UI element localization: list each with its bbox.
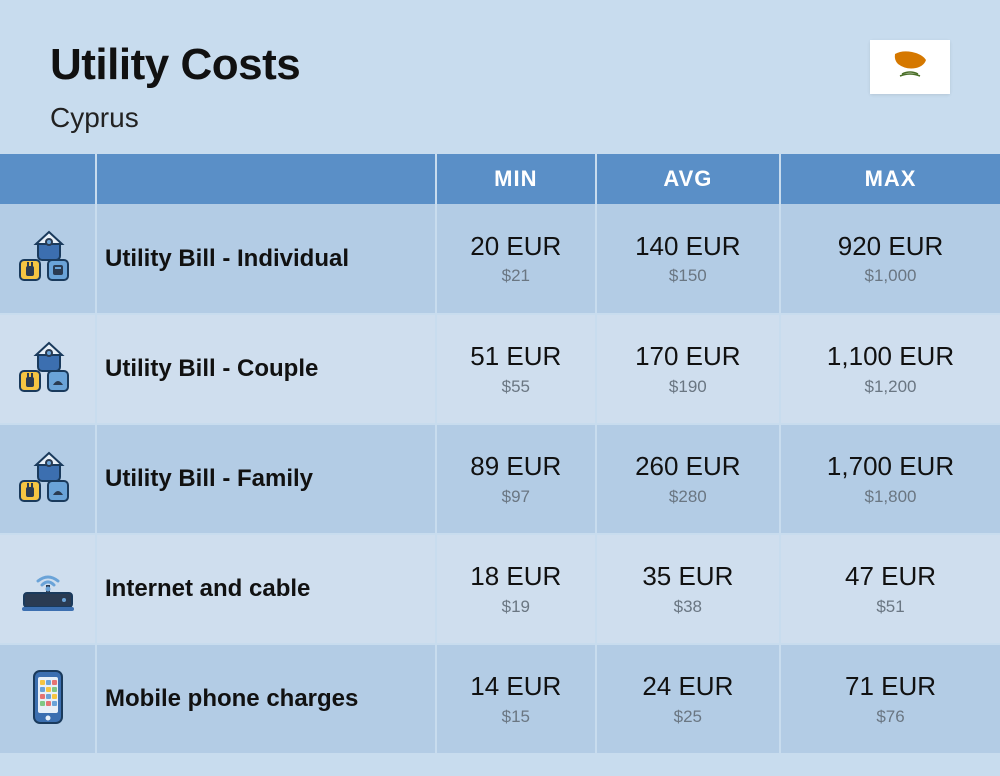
table-row: Internet and cable18 EUR $1935 EUR $3847 E…	[0, 534, 1000, 644]
costs-table: MIN AVG MAX Utility Bill - Individual20 …	[0, 154, 1000, 755]
min-eur: 20 EUR	[437, 231, 595, 262]
mobile-icon	[0, 644, 96, 754]
min-usd: $15	[437, 707, 595, 727]
utility-family-icon	[0, 424, 96, 534]
max-cell: 1,700 EUR $1,800	[780, 424, 1000, 534]
max-eur: 920 EUR	[781, 231, 1000, 262]
avg-cell: 140 EUR $150	[596, 204, 780, 314]
utility-individual-icon	[0, 204, 96, 314]
header-min: MIN	[436, 154, 596, 204]
table-row: Utility Bill - Couple51 EUR $55170 EUR $19…	[0, 314, 1000, 424]
min-cell: 51 EUR $55	[436, 314, 596, 424]
avg-eur: 260 EUR	[597, 451, 779, 482]
max-usd: $1,200	[781, 377, 1000, 397]
max-cell: 71 EUR $76	[780, 644, 1000, 754]
max-usd: $51	[781, 597, 1000, 617]
header: Utility Costs Cyprus	[0, 0, 1000, 154]
avg-cell: 260 EUR $280	[596, 424, 780, 534]
header-label-col	[96, 154, 436, 204]
max-cell: 1,100 EUR $1,200	[780, 314, 1000, 424]
table-row: Utility Bill - Family89 EUR $97260 EUR $28…	[0, 424, 1000, 534]
max-eur: 71 EUR	[781, 671, 1000, 702]
avg-usd: $190	[597, 377, 779, 397]
header-avg: AVG	[596, 154, 780, 204]
header-max: MAX	[780, 154, 1000, 204]
min-eur: 18 EUR	[437, 561, 595, 592]
utility-couple-icon	[0, 314, 96, 424]
avg-eur: 35 EUR	[597, 561, 779, 592]
row-label: Utility Bill - Couple	[96, 314, 436, 424]
max-usd: $1,000	[781, 266, 1000, 286]
max-usd: $1,800	[781, 487, 1000, 507]
avg-eur: 24 EUR	[597, 671, 779, 702]
min-cell: 18 EUR $19	[436, 534, 596, 644]
table-header-row: MIN AVG MAX	[0, 154, 1000, 204]
max-eur: 1,100 EUR	[781, 341, 1000, 372]
avg-usd: $25	[597, 707, 779, 727]
page-subtitle: Cyprus	[50, 102, 300, 134]
max-cell: 47 EUR $51	[780, 534, 1000, 644]
table-row: Mobile phone charges14 EUR $1524 EUR $2571…	[0, 644, 1000, 754]
page-title: Utility Costs	[50, 40, 300, 90]
avg-cell: 170 EUR $190	[596, 314, 780, 424]
avg-usd: $280	[597, 487, 779, 507]
row-label: Internet and cable	[96, 534, 436, 644]
row-label: Utility Bill - Individual	[96, 204, 436, 314]
min-cell: 20 EUR $21	[436, 204, 596, 314]
internet-icon	[0, 534, 96, 644]
min-eur: 51 EUR	[437, 341, 595, 372]
min-usd: $97	[437, 487, 595, 507]
min-usd: $55	[437, 377, 595, 397]
header-icon-col	[0, 154, 96, 204]
max-eur: 1,700 EUR	[781, 451, 1000, 482]
min-usd: $19	[437, 597, 595, 617]
avg-cell: 24 EUR $25	[596, 644, 780, 754]
title-block: Utility Costs Cyprus	[50, 40, 300, 134]
avg-usd: $38	[597, 597, 779, 617]
max-cell: 920 EUR $1,000	[780, 204, 1000, 314]
max-eur: 47 EUR	[781, 561, 1000, 592]
avg-eur: 170 EUR	[597, 341, 779, 372]
min-eur: 14 EUR	[437, 671, 595, 702]
min-cell: 14 EUR $15	[436, 644, 596, 754]
row-label: Utility Bill - Family	[96, 424, 436, 534]
avg-usd: $150	[597, 266, 779, 286]
avg-eur: 140 EUR	[597, 231, 779, 262]
min-cell: 89 EUR $97	[436, 424, 596, 534]
min-usd: $21	[437, 266, 595, 286]
row-label: Mobile phone charges	[96, 644, 436, 754]
cyprus-flag-icon	[870, 40, 950, 94]
avg-cell: 35 EUR $38	[596, 534, 780, 644]
table-row: Utility Bill - Individual20 EUR $21140 EU…	[0, 204, 1000, 314]
max-usd: $76	[781, 707, 1000, 727]
min-eur: 89 EUR	[437, 451, 595, 482]
